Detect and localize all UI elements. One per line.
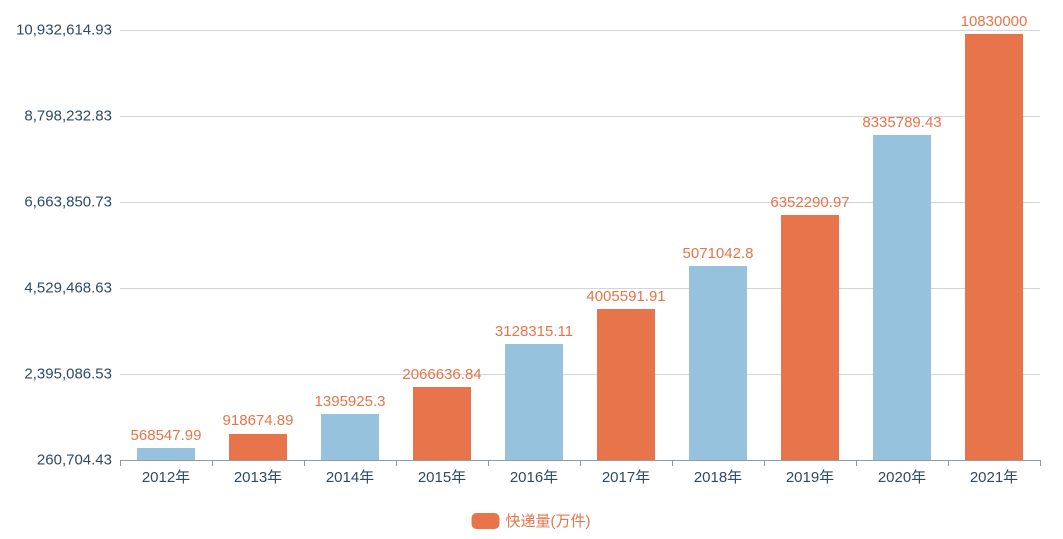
- y-axis-tick-label: 260,704.43: [37, 452, 120, 469]
- legend-label: 快递量(万件): [506, 510, 591, 531]
- x-axis-tick-mark: [212, 460, 213, 466]
- bar-value-label: 918674.89: [223, 412, 294, 429]
- bar: [781, 215, 838, 460]
- x-axis-tick-mark: [1040, 460, 1041, 466]
- x-axis-tick-label: 2018年: [694, 460, 742, 487]
- bar: [873, 135, 930, 460]
- bar-value-label: 6352290.97: [770, 194, 849, 211]
- x-axis-tick-label: 2012年: [142, 460, 190, 487]
- x-axis-tick-label: 2017年: [602, 460, 650, 487]
- bar: [965, 34, 1022, 460]
- x-axis-tick-label: 2019年: [786, 460, 834, 487]
- x-axis-tick-label: 2016年: [510, 460, 558, 487]
- x-axis-tick-mark: [948, 460, 949, 466]
- x-axis-tick-mark: [580, 460, 581, 466]
- y-axis-tick-label: 4,529,468.63: [24, 280, 120, 297]
- legend-swatch: [472, 513, 500, 529]
- bar-value-label: 3128315.11: [495, 323, 573, 340]
- bar-chart: 260,704.43 2,395,086.53 4,529,468.63 6,663,…: [0, 0, 1063, 539]
- bar: [229, 434, 286, 461]
- y-axis-tick-label: 2,395,086.53: [24, 366, 120, 383]
- bar-value-label: 8335789.43: [862, 114, 941, 131]
- bar-value-label: 10830000: [961, 13, 1028, 30]
- x-axis-tick-label: 2021年: [970, 460, 1018, 487]
- x-axis-tick-label: 2013年: [234, 460, 282, 487]
- x-axis-tick-label: 2020年: [878, 460, 926, 487]
- x-axis-tick-mark: [764, 460, 765, 466]
- x-axis-tick-mark: [120, 460, 121, 466]
- y-axis-tick-label: 8,798,232.83: [24, 108, 120, 125]
- x-axis-tick-label: 2014年: [326, 460, 374, 487]
- plot-area: 260,704.432,395,086.534,529,468.636,663,…: [120, 30, 1040, 460]
- x-axis-tick-mark: [488, 460, 489, 466]
- x-axis-tick-mark: [396, 460, 397, 466]
- x-axis-tick-mark: [304, 460, 305, 466]
- bar-value-label: 4005591.91: [586, 288, 665, 305]
- bar: [413, 387, 470, 460]
- gridline: [120, 30, 1040, 31]
- bar: [321, 414, 378, 460]
- bar: [597, 309, 654, 460]
- bar: [505, 344, 562, 460]
- y-axis-tick-label: 6,663,850.73: [24, 194, 120, 211]
- bar: [137, 448, 194, 460]
- bar-value-label: 2066636.84: [402, 366, 481, 383]
- bar-value-label: 1395925.3: [315, 393, 386, 410]
- bar-value-label: 568547.99: [131, 427, 202, 444]
- bar-value-label: 5071042.8: [683, 245, 754, 262]
- x-axis-tick-mark: [856, 460, 857, 466]
- x-axis-tick-label: 2015年: [418, 460, 466, 487]
- legend: 快递量(万件): [472, 510, 591, 531]
- y-axis-tick-label: 10,932,614.93: [16, 22, 120, 39]
- bar: [689, 266, 746, 460]
- x-axis-tick-mark: [672, 460, 673, 466]
